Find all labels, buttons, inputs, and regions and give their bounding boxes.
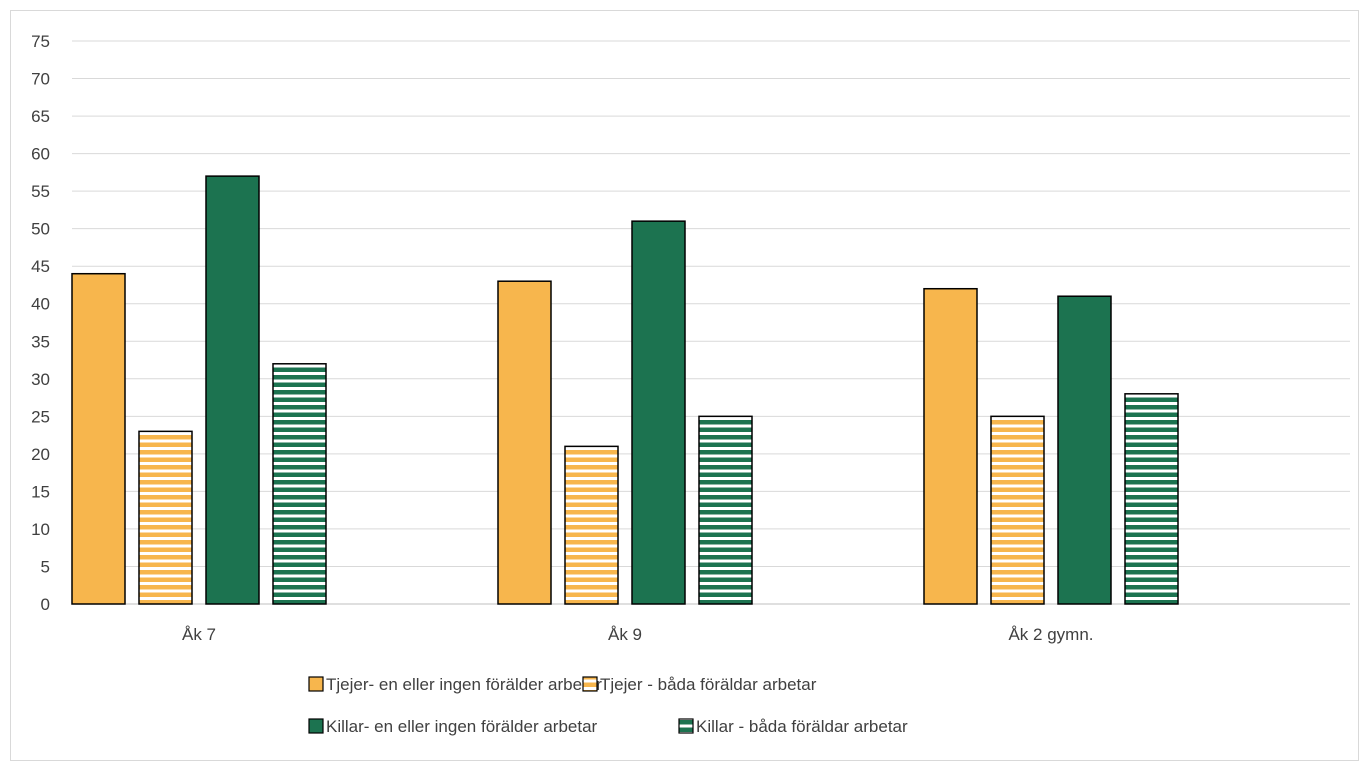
legend-swatch — [308, 676, 324, 692]
bar — [71, 272, 126, 605]
bar — [698, 415, 753, 605]
y-tick-label: 20 — [31, 445, 50, 464]
y-tick-label: 40 — [31, 295, 50, 314]
y-axis-ticks: 0 5 10 15 20 25 30 35 40 45 50 55 60 65 70 75 — [31, 32, 50, 614]
y-tick-label: 65 — [31, 107, 50, 126]
legend-swatch — [678, 718, 694, 734]
y-tick-label: 75 — [31, 32, 50, 51]
bar — [272, 363, 327, 605]
y-tick-label: 50 — [31, 220, 50, 239]
bar — [631, 220, 686, 605]
bar — [1124, 393, 1179, 605]
y-tick-label: 25 — [31, 407, 50, 426]
y-tick-label: 45 — [31, 257, 50, 276]
x-axis-ticks: Åk 7 Åk 9 Åk 2 gymn. — [182, 625, 1094, 644]
y-tick-label: 0 — [41, 595, 50, 614]
y-tick-label: 35 — [31, 332, 50, 351]
legend-swatch — [308, 718, 324, 734]
bar — [138, 430, 193, 605]
bar — [1057, 295, 1112, 605]
y-tick-label: 5 — [41, 557, 50, 576]
bar — [497, 280, 552, 605]
bar — [990, 415, 1045, 605]
y-tick-label: 10 — [31, 520, 50, 539]
legend-label: Killar - båda föräldar arbetar — [696, 717, 908, 736]
legend-label: Tjejer - båda föräldar arbetar — [600, 675, 817, 694]
y-tick-label: 60 — [31, 145, 50, 164]
x-tick-label: Åk 7 — [182, 625, 216, 644]
legend-label: Tjejer- en eller ingen förälder arbetar — [326, 675, 602, 694]
legend-swatch — [582, 676, 598, 692]
bar — [923, 287, 978, 605]
x-tick-label: Åk 9 — [608, 625, 642, 644]
y-tick-label: 55 — [31, 182, 50, 201]
bars — [71, 175, 1179, 605]
legend-label: Killar- en eller ingen förälder arbetar — [326, 717, 598, 736]
bar — [205, 175, 260, 605]
y-tick-label: 70 — [31, 70, 50, 89]
bar — [564, 445, 619, 605]
y-tick-label: 30 — [31, 370, 50, 389]
y-tick-label: 15 — [31, 482, 50, 501]
x-tick-label: Åk 2 gymn. — [1008, 625, 1093, 644]
legend: Tjejer- en eller ingen förälder arbetarT… — [308, 675, 908, 736]
